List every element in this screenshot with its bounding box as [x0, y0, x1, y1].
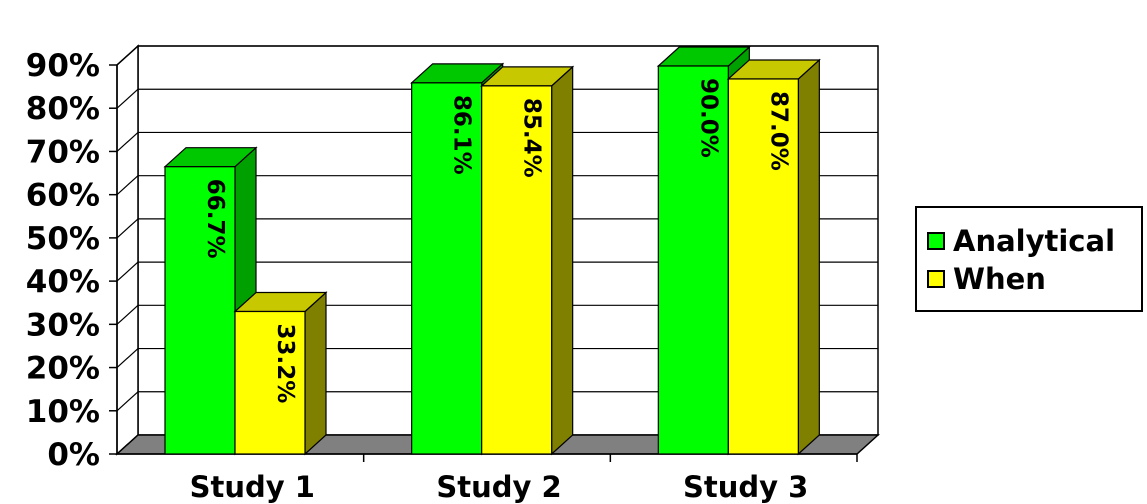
- legend-swatch-when: [927, 270, 945, 288]
- y-tick-label: 90%: [26, 48, 100, 84]
- bar-side: [305, 293, 326, 454]
- x-tick-label: Study 2: [436, 470, 561, 504]
- x-tick-label: Study 1: [190, 470, 315, 504]
- y-tick-label: 70%: [26, 134, 100, 170]
- bar-side: [552, 67, 573, 454]
- data-label: 87.0%: [765, 91, 791, 171]
- y-tick-label: 20%: [26, 351, 100, 387]
- data-label: 33.2%: [272, 324, 298, 404]
- x-tick-label: Study 3: [683, 470, 808, 504]
- y-tick-label: 0%: [47, 437, 100, 473]
- legend-label-analytical: Analytical: [953, 224, 1115, 258]
- y-tick-label: 60%: [26, 178, 100, 214]
- legend-label-when: When: [953, 262, 1046, 296]
- y-tick-label: 40%: [26, 264, 100, 300]
- data-label: 90.0%: [695, 78, 721, 158]
- legend-swatch-analytical: [927, 232, 945, 250]
- legend: Analytical When: [915, 206, 1143, 312]
- side-wall: [117, 46, 138, 454]
- y-tick-label: 50%: [26, 221, 100, 257]
- legend-item-analytical: Analytical: [927, 224, 1115, 258]
- y-tick-label: 30%: [26, 307, 100, 343]
- bar-side: [798, 60, 819, 454]
- data-label: 66.7%: [202, 179, 228, 259]
- y-tick-label: 10%: [26, 394, 100, 430]
- data-label: 86.1%: [449, 95, 475, 175]
- legend-item-when: When: [927, 262, 1046, 296]
- data-label: 85.4%: [519, 98, 545, 178]
- y-tick-label: 80%: [26, 91, 100, 127]
